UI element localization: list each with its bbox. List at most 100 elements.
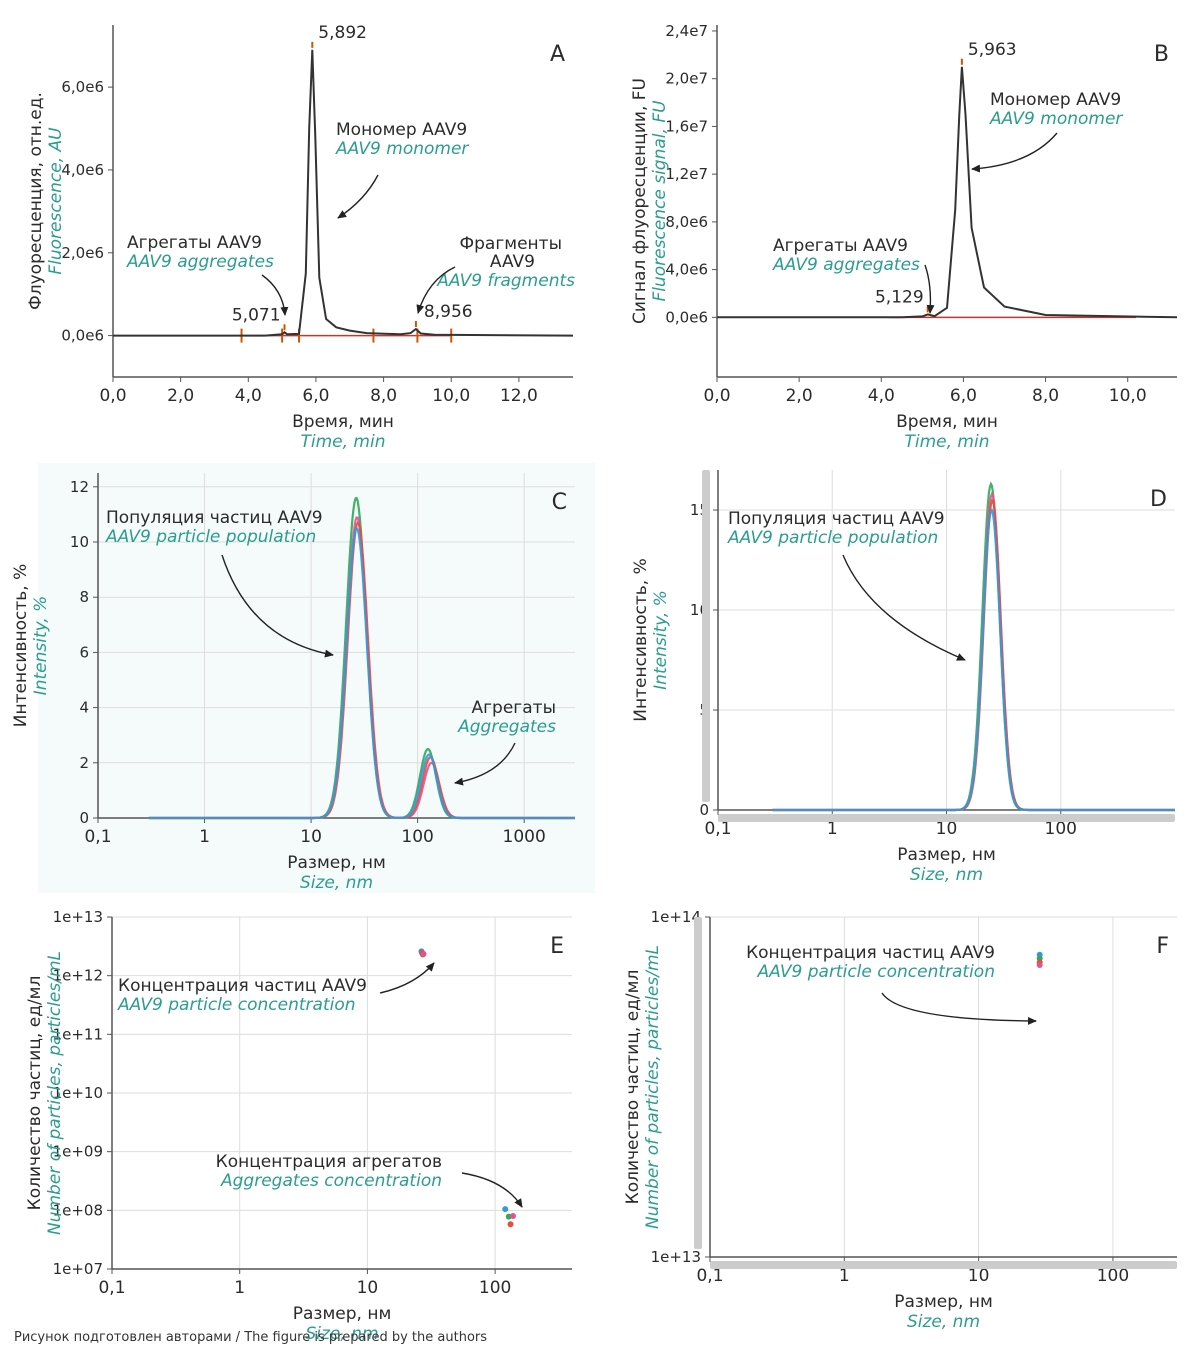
x-tick-label: 0,0 (99, 386, 126, 406)
y-axis-title: Количество частиц, ед/мл (25, 976, 45, 1211)
arrow-aggregates (461, 1172, 523, 1208)
x-axis-title: Время, мин (292, 412, 394, 432)
y-tick-label: 12 (70, 478, 89, 496)
x-tick-label: 0,1 (84, 827, 111, 847)
x-tick-label: 100 (479, 1278, 511, 1298)
y-axis-title: Флуоресценция, отн.ед. (26, 92, 46, 310)
annotation-monomer-en: AAV9 monomer (335, 139, 469, 159)
arrow-aggregates (924, 264, 935, 314)
arrow-particles (379, 962, 435, 994)
data-point (1036, 961, 1043, 968)
y-tick-label: 1e+08 (53, 1201, 103, 1219)
panel-background (38, 463, 595, 893)
annotation-aggregates-en: Aggregates concentration (220, 1171, 442, 1191)
x-tick-label: 10 (300, 827, 322, 847)
chromatogram-trace (113, 49, 574, 337)
y-axis-title-en: Fluorescence, AU (46, 127, 66, 275)
x-tick-label: 100 (401, 827, 433, 847)
y-axis-title: Интенсивность, % (11, 564, 31, 727)
annotation-aggregates-ru: Агрегаты (472, 698, 557, 718)
y-tick-label: 4,0e6 (665, 261, 708, 279)
annotation-population-en: AAV9 particle population (727, 528, 938, 548)
x-tick-label: 6,0 (302, 386, 329, 406)
distribution-curve (772, 508, 1175, 812)
arrow-aggregates (454, 742, 516, 786)
annotation-population-en: AAV9 particle population (105, 527, 316, 547)
arrow-population (221, 554, 334, 658)
y-tick-label: 2,0e6 (61, 244, 104, 262)
y-axis-title-en: Number of particles, particles/mL (45, 951, 65, 1235)
annotation-fragments-en: AAV9 fragments (436, 271, 575, 291)
y-tick-label: 0,0e6 (665, 308, 708, 326)
panel-letter: E (550, 934, 564, 959)
x-axis-title-en: Size, nm (300, 873, 373, 893)
arrow-particles (881, 992, 1037, 1025)
annotation-aggregates-ru: Агрегаты AAV9 (773, 236, 908, 256)
x-axis-title-en: Size, nm (910, 865, 983, 885)
x-tick-label: 10 (357, 1278, 379, 1298)
x-tick-label: 1 (839, 1266, 850, 1286)
annotation-particles-ru: Концентрация частиц AAV9 (118, 976, 367, 996)
y-axis-title: Количество частиц, ед/мл (623, 970, 643, 1205)
panel-letter: F (1156, 934, 1169, 959)
x-axis-title: Размер, нм (897, 845, 996, 865)
x-axis-title: Размер, нм (293, 1304, 392, 1324)
peak-label: 5,129 (875, 287, 924, 307)
y-tick-label: 2 (79, 754, 89, 772)
y-tick-label: 2,0e7 (665, 70, 708, 88)
annotation-aggregates-en: AAV9 aggregates (126, 252, 274, 272)
y-tick-label: 6 (79, 643, 89, 661)
distribution-curve (148, 526, 575, 820)
annotation-particles-en: AAV9 particle concentration (756, 962, 995, 982)
annotation-population-ru: Популяция частиц AAV9 (728, 509, 945, 529)
arrow-fragments (416, 266, 456, 314)
x-tick-label: 0,1 (98, 1278, 125, 1298)
x-tick-label: 6,0 (950, 386, 977, 406)
annotation-aggregates-en: Aggregates (457, 717, 556, 737)
x-tick-label: 10 (936, 819, 958, 839)
x-tick-label: 1 (827, 819, 838, 839)
x-tick-label: 100 (1097, 1266, 1129, 1286)
y-tick-label: 1,2e7 (665, 165, 708, 183)
y-axis-title: Интенсивность, % (631, 558, 651, 721)
y-tick-label: 1e+11 (53, 1025, 103, 1043)
x-tick-label: 2,0 (167, 386, 194, 406)
panel-letter: C (552, 490, 567, 515)
y-tick-label: 6,0e6 (61, 78, 104, 96)
arrow-population (842, 554, 966, 661)
y-tick-label: 1e+12 (53, 967, 103, 985)
annotation-aggregates-ru: Концентрация агрегатов (216, 1152, 442, 1172)
y-tick-label: 4 (79, 699, 89, 717)
y-axis-title-en: Fluorescence signal, FU (650, 100, 670, 302)
annotation-fragments-ru-2: AAV9 (490, 252, 535, 272)
x-tick-label: 8,0 (370, 386, 397, 406)
y-axis-title-en: Intensity, % (31, 596, 51, 696)
x-tick-label: 4,0 (235, 386, 262, 406)
annotation-monomer-ru: Мономер AAV9 (336, 120, 467, 140)
x-tick-label: 1 (234, 1278, 245, 1298)
annotation-fragments-ru-1: Фрагменты (460, 234, 563, 254)
x-axis-title-en: Time, min (301, 432, 386, 452)
panel-A: 0,0 2,0 4,0 6,0 8,0 10,0 12,0 0,0e6 2,0e6 4,0e6 6,… (26, 23, 575, 452)
x-tick-label: 10,0 (432, 386, 470, 406)
x-tick-label: 0,0 (703, 386, 730, 406)
horizontal-scrollbar (718, 814, 1175, 822)
x-axis-title: Время, мин (896, 412, 998, 432)
x-tick-label: 1000 (503, 827, 546, 847)
data-point (420, 950, 427, 957)
x-tick-label: 2,0 (786, 386, 813, 406)
annotation-particles-ru: Концентрация частиц AAV9 (746, 943, 995, 963)
peak-label: 5,892 (318, 23, 367, 43)
vertical-scrollbar (702, 470, 710, 802)
x-axis-title: Размер, нм (287, 853, 386, 873)
x-tick-label: 1 (199, 827, 210, 847)
annotation-aggregates-en: AAV9 aggregates (772, 255, 920, 275)
x-axis-title: Размер, нм (894, 1292, 993, 1312)
y-axis-title: Сигнал флуоресценции, FU (630, 78, 650, 324)
y-tick-label: 1e+13 (53, 908, 103, 926)
x-tick-label: 10 (968, 1266, 990, 1286)
y-tick-label: 0 (699, 801, 709, 819)
peak-label: 8,956 (424, 302, 473, 322)
